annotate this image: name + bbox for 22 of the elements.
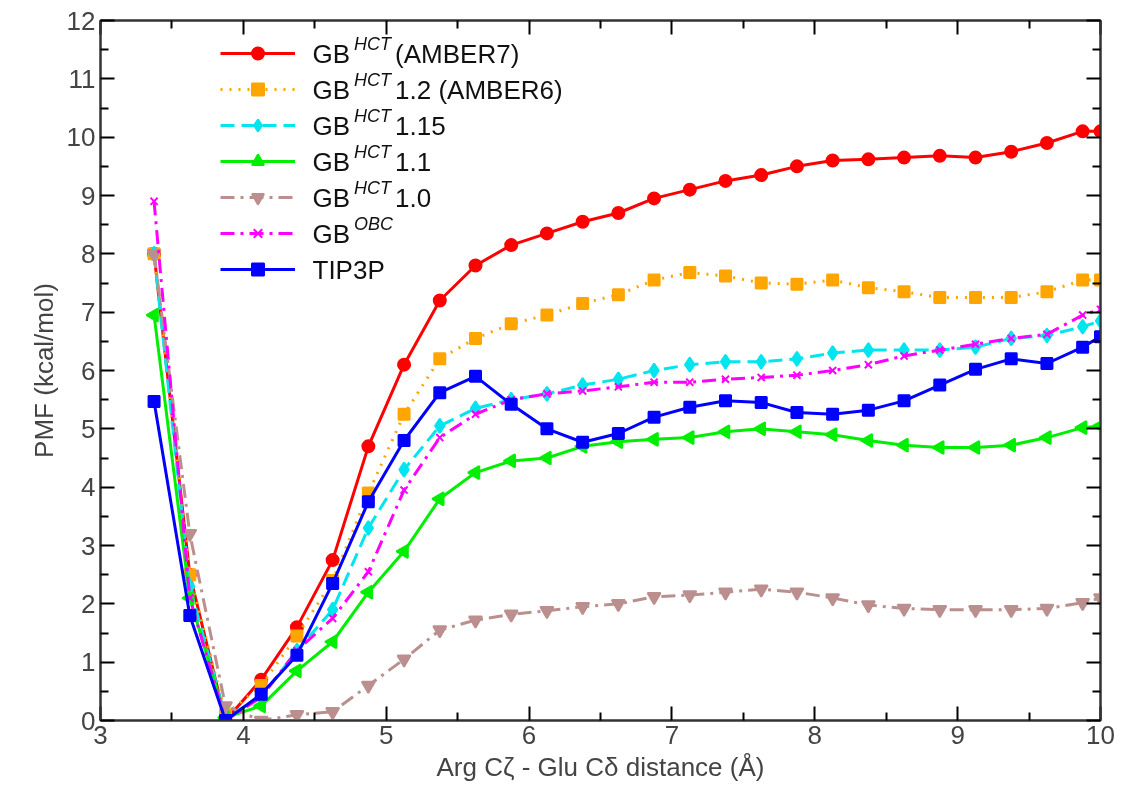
- y-tick-label: 6: [81, 355, 96, 386]
- y-tick-label: 5: [81, 413, 96, 444]
- y-tick-label: 8: [81, 238, 96, 269]
- y-tick-label: 12: [66, 5, 96, 36]
- x-tick-label: 9: [950, 719, 965, 750]
- legend-label: TIP3P: [312, 254, 385, 285]
- x-tick-label: 6: [521, 719, 537, 750]
- y-axis-title: PMF (kcal/mol): [28, 283, 59, 458]
- y-tick-label: 2: [81, 588, 96, 619]
- y-tick-label: 11: [68, 63, 96, 94]
- y-tick-label: 3: [81, 530, 96, 561]
- y-tick-label: 7: [81, 297, 96, 328]
- y-tick-label: 4: [81, 472, 96, 503]
- x-tick-label: 7: [664, 719, 680, 750]
- y-tick-label: 10: [66, 122, 96, 153]
- x-tick-label: 5: [378, 719, 394, 750]
- x-tick-label: 4: [236, 719, 251, 750]
- y-tick-label: 9: [81, 180, 96, 211]
- x-tick-label: 10: [1086, 719, 1115, 750]
- x-axis-title: Arg Cζ - Glu Cδ distance (Å): [436, 751, 765, 782]
- y-tick-label: 1: [81, 647, 96, 678]
- x-tick-label: 8: [807, 719, 823, 750]
